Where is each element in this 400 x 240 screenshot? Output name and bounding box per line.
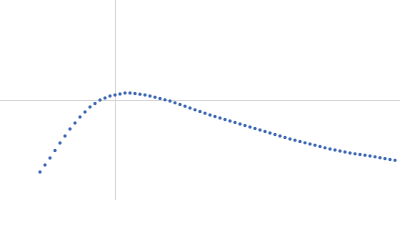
point [333,148,337,152]
point [358,152,362,157]
point [68,127,72,131]
point [318,144,322,149]
point [263,129,267,134]
point [388,157,392,162]
point [138,92,142,96]
point [393,158,397,162]
point [183,104,187,108]
point [293,138,297,142]
chart [0,0,400,200]
point [288,137,292,141]
point [83,110,87,114]
point [343,150,347,154]
point [188,106,192,110]
point [203,111,207,115]
point [143,93,147,97]
point [73,121,77,125]
point [153,95,157,99]
point [233,120,237,125]
point [348,151,352,155]
point [38,170,42,174]
point [273,132,277,137]
point [128,91,132,95]
point [243,123,247,128]
point [108,94,112,98]
point [228,119,232,123]
point [338,149,342,153]
point [298,139,302,144]
point [98,98,102,102]
point [208,113,212,117]
point [268,131,272,135]
point [58,141,62,145]
point [258,128,262,132]
point [383,157,387,161]
point [173,101,177,105]
point [213,114,217,119]
point [253,126,257,131]
point [148,94,152,98]
point [363,153,367,157]
point [123,91,127,95]
point [193,108,197,112]
point [113,93,117,97]
point [303,141,307,145]
point [368,154,372,158]
point [103,96,107,100]
point [248,125,252,129]
point [118,92,122,96]
point [43,163,47,167]
point [283,135,287,140]
point [223,117,227,122]
point [63,134,67,138]
point [328,147,332,151]
point [163,98,167,102]
point [373,155,377,159]
point [178,102,182,107]
point [78,115,82,119]
point [353,152,357,156]
point [93,101,97,106]
point [378,156,382,160]
page: (() => { const data = JSON.parse(documen… [0,0,400,200]
point [323,146,327,150]
point [158,96,162,101]
point [198,109,202,114]
point [238,122,242,126]
point [278,134,282,138]
point [168,99,172,103]
point [48,156,52,160]
point [313,143,317,147]
point [88,105,92,109]
point [133,91,137,96]
point [218,116,222,120]
point [53,148,57,153]
point [308,142,312,146]
